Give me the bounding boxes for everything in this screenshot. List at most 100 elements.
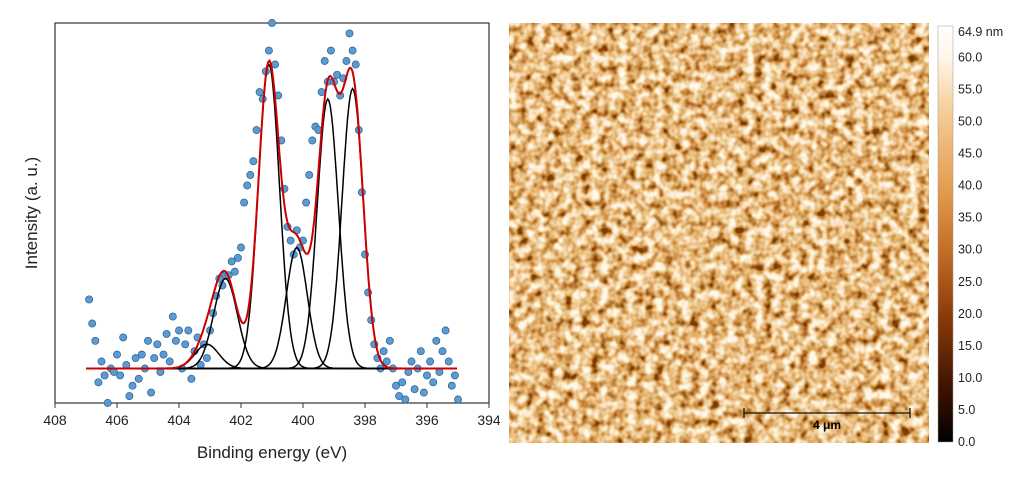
x-tick-label: 406	[105, 412, 129, 428]
x-tick-label: 408	[43, 412, 67, 428]
colorbar-tick-label: 5.0	[958, 403, 975, 417]
data-point	[184, 326, 193, 335]
data-point	[159, 350, 168, 359]
data-point	[398, 378, 407, 387]
data-point	[419, 388, 428, 397]
data-point	[91, 336, 100, 345]
x-axis-ticks: 408 406 404 402 400 398 396 394	[43, 403, 500, 428]
data-point	[395, 392, 404, 401]
data-point	[450, 371, 459, 380]
colorbar-tick-label: 10.0	[958, 371, 982, 385]
data-point	[119, 333, 128, 342]
colorbar-tick-label: 55.0	[958, 83, 982, 97]
data-point	[351, 60, 360, 69]
scale-bar-label: 4 μm	[813, 418, 841, 432]
data-point	[168, 312, 177, 321]
colorbar-tick-label: 20.0	[958, 307, 982, 321]
colorbar-tick-label: 35.0	[958, 211, 982, 225]
data-point	[333, 70, 342, 79]
data-point	[175, 326, 183, 335]
data-point	[153, 340, 162, 349]
x-tick-label: 396	[415, 412, 439, 428]
data-point	[249, 157, 258, 166]
plot-frame	[54, 22, 490, 404]
data-point	[162, 329, 171, 338]
data-point	[128, 381, 137, 390]
data-point	[379, 347, 388, 356]
data-point	[308, 136, 317, 145]
colorbar-tick-label: 45.0	[958, 147, 982, 161]
data-point	[382, 357, 391, 366]
xps-spectrum-chart: 408 406 404 402 400 398 396 394 Binding energy …	[22, 19, 500, 462]
data-point	[444, 357, 453, 366]
data-point	[134, 374, 143, 383]
data-point	[230, 267, 239, 276]
colorbar-tick-label: 15.0	[958, 339, 982, 353]
x-tick-label: 402	[229, 412, 253, 428]
data-point	[454, 395, 462, 404]
data-point	[401, 395, 410, 404]
data-point	[147, 388, 156, 397]
colorbar-tick-label: 40.0	[958, 179, 982, 193]
data-point	[268, 19, 276, 27]
fitted-envelope-curve	[86, 59, 457, 370]
data-point	[103, 399, 112, 407]
data-point	[144, 336, 152, 345]
x-tick-label: 404	[167, 412, 191, 428]
data-point	[94, 378, 103, 387]
data-point	[426, 357, 435, 366]
x-tick-label: 398	[353, 412, 377, 428]
data-point	[320, 57, 329, 65]
data-point	[233, 253, 242, 262]
data-point	[432, 336, 441, 345]
data-point	[100, 371, 109, 380]
data-point	[246, 171, 255, 179]
data-point	[252, 126, 261, 135]
data-point	[416, 347, 425, 356]
x-tick-label: 394	[477, 412, 500, 428]
colorbar-tick-label: 60.0	[958, 50, 982, 64]
data-point	[438, 347, 447, 356]
data-point	[187, 374, 196, 383]
data-point	[385, 336, 394, 345]
data-point	[348, 46, 357, 55]
data-point	[305, 171, 314, 179]
data-point	[243, 181, 252, 190]
colorbar-tick-label: 30.0	[958, 243, 982, 257]
data-point	[429, 378, 438, 387]
afm-image-area	[509, 23, 929, 443]
data-point	[113, 350, 121, 359]
colorbar-tick-label: 0.0	[958, 435, 975, 449]
data-point	[423, 371, 431, 380]
colorbar-tick-label: 25.0	[958, 275, 982, 289]
data-point	[165, 357, 174, 366]
data-point	[441, 326, 450, 335]
y-axis-title: Intensity (a. u.)	[22, 157, 41, 269]
data-point	[150, 354, 159, 363]
data-point	[345, 29, 354, 38]
data-point	[171, 336, 180, 345]
data-point	[125, 392, 134, 401]
data-point	[255, 88, 264, 97]
x-tick-label: 400	[291, 412, 315, 428]
data-point	[392, 381, 400, 390]
data-point	[302, 198, 311, 207]
data-point	[116, 371, 125, 380]
data-point	[447, 381, 456, 390]
data-point	[240, 198, 249, 207]
data-point	[237, 243, 245, 252]
x-axis-title: Binding energy (eV)	[197, 443, 347, 462]
colorbar	[937, 25, 954, 443]
afm-grain-texture	[509, 23, 929, 443]
colorbar-tick-labels: 60.0 55.0 50.0 45.0 40.0 35.0 30.0 25.0 20.0 15.0…	[958, 50, 982, 449]
data-point	[85, 295, 94, 304]
data-point	[137, 350, 146, 359]
scale-bar: 4 μm	[743, 408, 911, 432]
colorbar-title: 64.9 nm	[958, 25, 1003, 39]
data-point	[286, 236, 295, 245]
data-point	[271, 60, 280, 69]
data-point	[410, 385, 419, 394]
data-point	[407, 357, 416, 366]
data-point	[317, 88, 326, 97]
data-point	[264, 46, 273, 55]
